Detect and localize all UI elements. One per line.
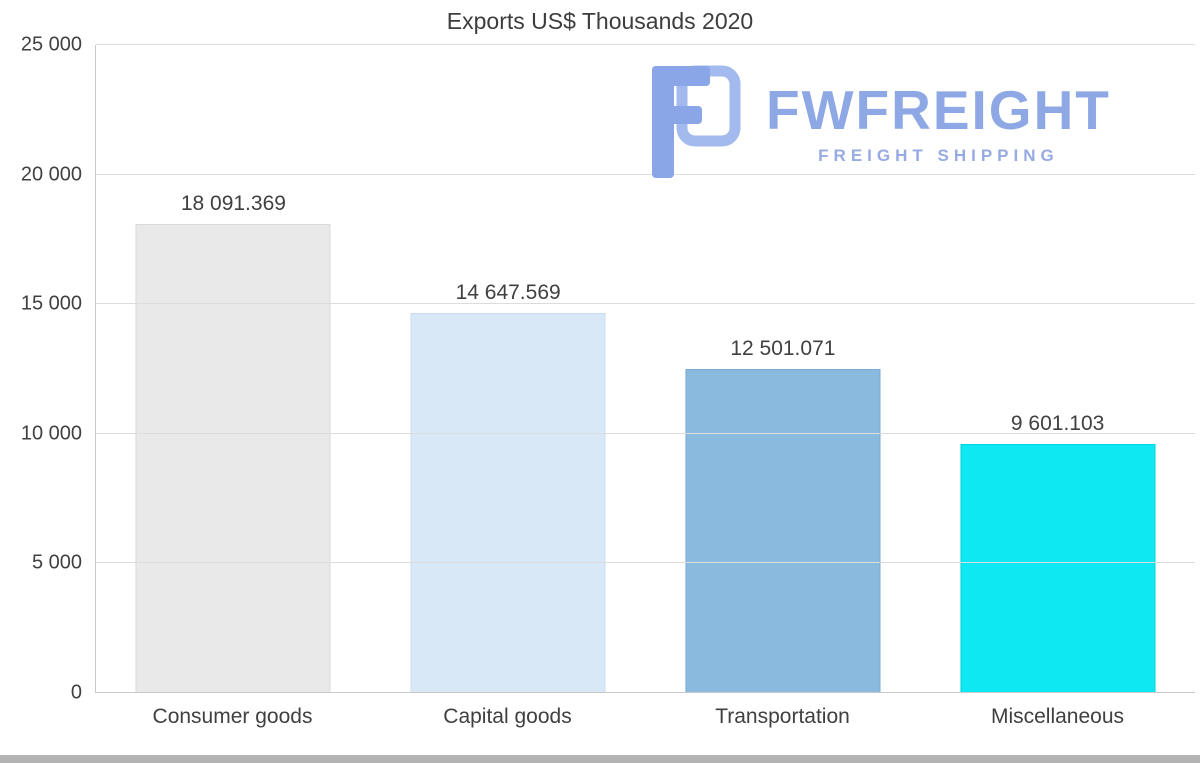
bar-miscellaneous: 9 601.103: [960, 412, 1156, 693]
bars-container: 18 091.369 14 647.569 12 501.071 9 601.103: [96, 45, 1195, 693]
bar-slot-transportation: 12 501.071: [646, 45, 921, 693]
bar-slot-capital-goods: 14 647.569: [371, 45, 646, 693]
x-axis-category-label-miscellaneous: Miscellaneous: [990, 705, 1125, 728]
x-axis-category-label-consumer-goods: Consumer goods: [152, 705, 313, 728]
x-axis: Consumer goods Capital goods Transportatio…: [95, 705, 1195, 729]
bar-value-label-consumer-goods: 18 091.369: [180, 192, 286, 216]
x-axis-category-label-transportation: Transportation: [715, 705, 850, 728]
bar-slot-consumer-goods: 18 091.369: [96, 45, 371, 693]
y-axis-tick-label: 15 000: [20, 292, 82, 315]
gridline-5000: [96, 562, 1195, 564]
fwfreight-logo-icon: [652, 65, 741, 178]
x-axis-category-label-capital-goods: Capital goods: [443, 705, 572, 728]
bar-slot-miscellaneous: 9 601.103: [920, 45, 1195, 693]
bar-capital-goods: 14 647.569: [410, 281, 606, 693]
plot-area: 18 091.369 14 647.569 12 501.071 9 601.103: [95, 44, 1195, 693]
y-axis-tick-label: 25 000: [20, 33, 82, 56]
bar-consumer-goods: 18 091.369: [135, 192, 331, 693]
bar-transportation: 12 501.071: [685, 337, 881, 693]
chart-title: Exports US$ Thousands 2020: [446, 8, 754, 34]
bottom-strip: [0, 755, 1200, 763]
bar-value-label-capital-goods: 14 647.569: [455, 281, 561, 305]
y-axis-tick-label: 20 000: [20, 163, 82, 186]
gridline-15000: [96, 303, 1195, 305]
bar-value-label-miscellaneous: 9 601.103: [1010, 412, 1105, 436]
gridline-0: [96, 692, 1195, 693]
logo-wordmark: FWFREIGHT: [766, 78, 1111, 141]
fwfreight-watermark-logo: FWFREIGHT FREIGHT SHIPPING: [646, 64, 1111, 184]
logo-text-block: FWFREIGHT FREIGHT SHIPPING: [766, 78, 1111, 166]
gridline-10000: [96, 432, 1195, 434]
gridline-20000: [96, 173, 1195, 175]
gridline-25000: [96, 44, 1195, 45]
logo-tagline: FREIGHT SHIPPING: [818, 145, 1059, 165]
y-axis-tick-label: 10 000: [20, 422, 82, 445]
y-axis: 0 5 000 10 000 15 000 20 000 25 000: [0, 34, 82, 704]
y-axis-tick-label: 0: [70, 681, 82, 704]
y-axis-tick-label: 5 000: [31, 551, 82, 574]
bar-value-label-transportation: 12 501.071: [730, 336, 836, 360]
